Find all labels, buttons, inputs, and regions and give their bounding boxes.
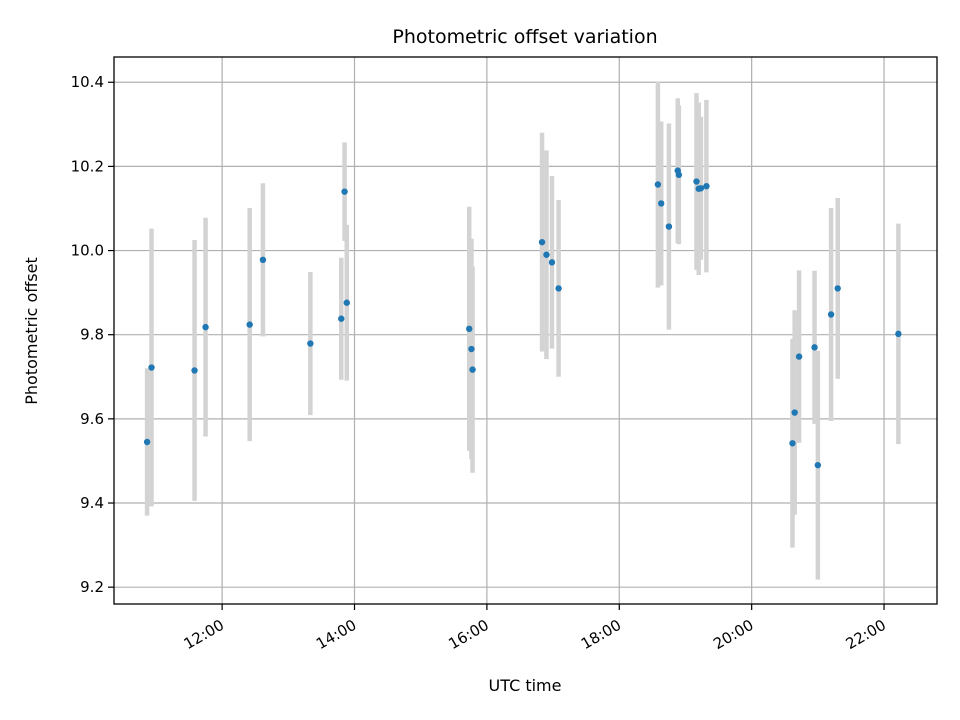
x-tick-label: 18:00: [578, 616, 624, 653]
data-point: [341, 188, 348, 195]
data-point: [654, 181, 662, 188]
y-tick-label: 9.4: [80, 494, 104, 512]
x-tick-label: 16:00: [445, 616, 491, 653]
y-tick-label: 10.0: [71, 242, 104, 260]
data-point: [814, 461, 822, 469]
data-point: [657, 200, 665, 207]
data-point: [811, 344, 818, 351]
data-point: [307, 340, 314, 347]
data-point: [259, 256, 267, 264]
data-point: [548, 259, 556, 266]
data-point: [693, 178, 700, 185]
x-tick-label: 12:00: [181, 616, 227, 653]
data-point: [827, 311, 835, 318]
x-tick-label: 22:00: [843, 616, 889, 653]
chart-title: Photometric offset variation: [392, 26, 657, 48]
data-point: [697, 185, 705, 192]
data-point: [246, 321, 253, 328]
y-tick-label: 9.8: [80, 326, 104, 344]
data-point: [555, 285, 562, 292]
x-tick-label: 20:00: [710, 616, 756, 653]
data-point: [202, 323, 209, 331]
data-point: [543, 251, 550, 258]
point-layer: [143, 167, 902, 469]
data-point: [143, 438, 151, 446]
data-point: [834, 285, 841, 292]
data-point: [466, 325, 473, 333]
data-point: [469, 366, 476, 373]
data-point: [895, 330, 902, 338]
errorbar-layer: [144, 81, 901, 580]
x-tick-label: 14:00: [313, 616, 359, 653]
data-point: [338, 315, 345, 322]
y-tick-label: 10.2: [71, 157, 104, 175]
data-point: [148, 364, 155, 371]
data-point: [795, 353, 803, 360]
data-point: [703, 182, 710, 190]
y-tick-label: 9.6: [80, 410, 104, 428]
data-point: [468, 345, 475, 353]
data-point: [343, 299, 350, 306]
plot-frame: [113, 56, 938, 605]
y-axis-label: Photometric offset: [22, 257, 41, 405]
x-axis-label: UTC time: [489, 676, 562, 695]
y-tick-label: 10.4: [71, 73, 104, 91]
data-point: [665, 223, 673, 230]
data-point: [789, 440, 796, 447]
data-point: [791, 409, 798, 416]
data-point: [191, 367, 198, 374]
data-point: [538, 238, 546, 246]
y-tick-label: 9.2: [80, 578, 104, 596]
data-point: [675, 171, 683, 179]
